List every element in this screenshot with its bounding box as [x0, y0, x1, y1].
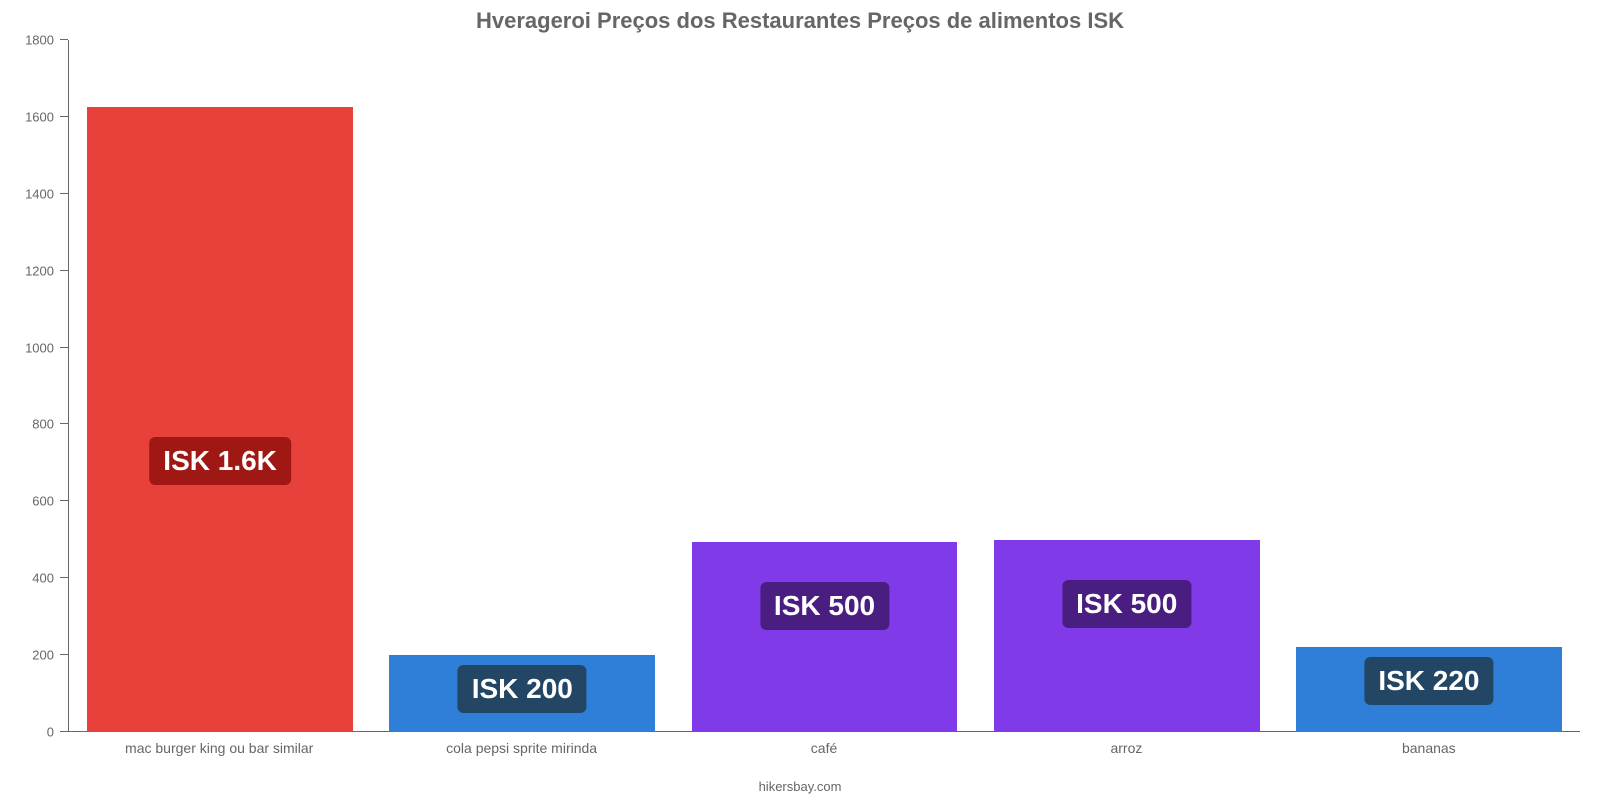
bar-slot: ISK 500 — [976, 40, 1278, 732]
y-tick-mark — [60, 423, 68, 424]
value-badge: ISK 220 — [1364, 657, 1493, 705]
bar-arroz: ISK 500 — [994, 540, 1260, 732]
y-tick-mark — [60, 270, 68, 271]
y-tick-mark — [60, 116, 68, 117]
bar-mac-burger: ISK 1.6K — [87, 107, 353, 732]
x-label: mac burger king ou bar similar — [68, 732, 370, 772]
chart-title: Hverageroi Preços dos Restaurantes Preço… — [0, 0, 1600, 34]
value-badge: ISK 200 — [458, 665, 587, 713]
value-badge: ISK 500 — [1062, 580, 1191, 628]
footer-attribution: hikersbay.com — [0, 779, 1600, 794]
bar-slot: ISK 500 — [673, 40, 975, 732]
bar-cola: ISK 200 — [389, 655, 655, 732]
y-tick-label: 1200 — [25, 263, 54, 278]
y-tick-label: 1000 — [25, 340, 54, 355]
y-tick-mark — [60, 347, 68, 348]
y-tick-mark — [60, 39, 68, 40]
bar-slot: ISK 1.6K — [69, 40, 371, 732]
value-badge: ISK 1.6K — [149, 437, 291, 485]
y-tick-label: 600 — [32, 494, 54, 509]
y-tick-mark — [60, 193, 68, 194]
bar-bananas: ISK 220 — [1296, 647, 1562, 732]
chart-area: 020040060080010001200140016001800 ISK 1.… — [0, 40, 1600, 772]
x-label: café — [673, 732, 975, 772]
y-tick-label: 1800 — [25, 33, 54, 48]
x-label: bananas — [1278, 732, 1580, 772]
y-tick-mark — [60, 731, 68, 732]
bar-cafe: ISK 500 — [692, 542, 958, 732]
y-tick-label: 1600 — [25, 109, 54, 124]
y-tick-label: 200 — [32, 648, 54, 663]
bar-slot: ISK 200 — [371, 40, 673, 732]
x-axis-labels: mac burger king ou bar similar cola peps… — [68, 732, 1580, 772]
x-label: cola pepsi sprite mirinda — [370, 732, 672, 772]
y-tick-label: 0 — [47, 725, 54, 740]
y-tick-label: 800 — [32, 417, 54, 432]
y-tick-mark — [60, 500, 68, 501]
bars-container: ISK 1.6K ISK 200 ISK 500 ISK 500 — [69, 40, 1580, 732]
x-label: arroz — [975, 732, 1277, 772]
value-badge: ISK 500 — [760, 582, 889, 630]
y-tick-label: 400 — [32, 571, 54, 586]
bar-slot: ISK 220 — [1278, 40, 1580, 732]
plot-area: ISK 1.6K ISK 200 ISK 500 ISK 500 — [68, 40, 1580, 732]
y-tick-mark — [60, 654, 68, 655]
y-axis: 020040060080010001200140016001800 — [0, 40, 60, 732]
y-tick-mark — [60, 577, 68, 578]
y-tick-label: 1400 — [25, 186, 54, 201]
